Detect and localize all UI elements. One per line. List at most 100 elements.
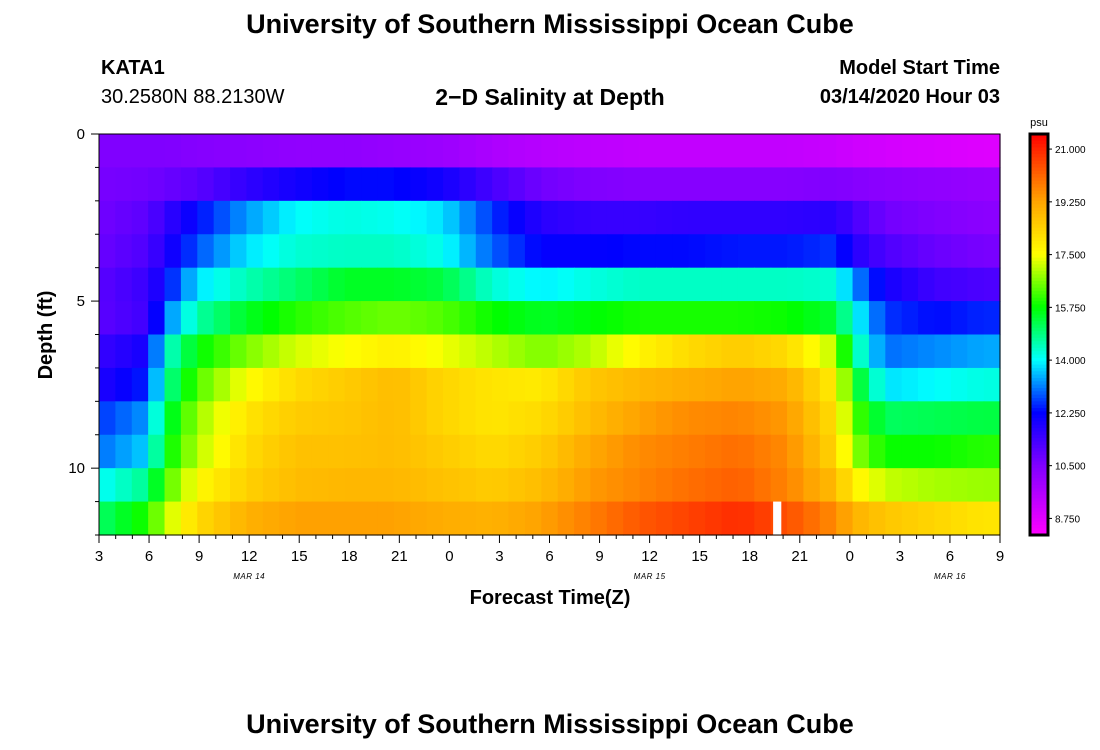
heatmap-cell [197,167,215,202]
heatmap-cell [803,501,821,536]
heatmap-cell [148,367,166,402]
heatmap-cell [131,468,149,503]
colorbar-band [1030,147,1048,152]
heatmap-cell [655,134,673,169]
colorbar-band [1030,408,1048,412]
heatmap-cell [721,334,739,369]
heatmap-cell [246,367,264,402]
heatmap-cell [852,200,870,235]
heatmap-cell [230,134,248,169]
heatmap-cell [623,367,641,402]
heatmap-cell [492,167,510,202]
heatmap-cell [737,501,755,536]
heatmap-cell [344,334,362,369]
heatmap-cell [459,468,477,503]
heatmap-cell [705,301,723,336]
heatmap-cell [868,367,886,402]
heatmap-cell [639,234,657,269]
heatmap-cell [164,401,182,436]
heatmap-cell [295,301,313,336]
heatmap-cell [836,468,854,503]
heatmap-cell [852,468,870,503]
heatmap-cell [574,301,592,336]
heatmap-cell [410,501,428,536]
heatmap-cell [672,434,690,469]
x-tick-label: 3 [896,548,904,565]
heatmap-cell [262,134,280,169]
heatmap-cell [885,301,903,336]
heatmap-cell [164,267,182,302]
heatmap-cell [901,401,919,436]
heatmap-cell [508,501,526,536]
heatmap-cell [950,367,968,402]
heatmap-cell [508,367,526,402]
heatmap-cell [639,367,657,402]
heatmap-cell [918,401,936,436]
heatmap-cell [885,234,903,269]
heatmap-cell [639,301,657,336]
heatmap-cell [426,401,444,436]
heatmap-cell [230,334,248,369]
heatmap-cell [459,200,477,235]
heatmap-cell [115,267,133,302]
heatmap-cell [721,401,739,436]
heatmap-cell [246,334,264,369]
heatmap-cell [459,334,477,369]
date-label: MAR 14 [233,572,265,581]
colorbar-band [1030,287,1048,292]
colorbar-band [1030,428,1048,433]
heatmap-cell [99,167,116,202]
colorbar-band [1030,200,1048,205]
colorbar-band [1030,371,1048,376]
colorbar-band [1030,284,1048,289]
heatmap-cell [901,334,919,369]
heatmap-cell [754,234,772,269]
heatmap-cell [115,367,133,402]
heatmap-cell [311,401,329,436]
heatmap-cell [606,434,624,469]
colorbar-band [1030,194,1048,199]
heatmap-cell [410,200,428,235]
x-tick-label: 21 [791,548,808,565]
colorbar-band [1030,344,1048,349]
heatmap-cell [918,167,936,202]
heatmap-cell [803,234,821,269]
heatmap-cell [213,301,231,336]
heatmap-cell [754,200,772,235]
heatmap-cell [148,301,166,336]
heatmap-cell [672,167,690,202]
heatmap-cell [901,267,919,302]
heatmap-cell [377,234,395,269]
heatmap-cell [705,468,723,503]
heatmap-cell [655,234,673,269]
heatmap-cell [950,501,968,536]
heatmap-cell [262,434,280,469]
heatmap-cell [230,401,248,436]
heatmap-cell [508,167,526,202]
heatmap-cell [197,134,215,169]
colorbar-band [1030,257,1048,262]
station-id: KATA1 [101,57,165,79]
heatmap-cell [164,200,182,235]
heatmap-cell [426,134,444,169]
heatmap-cell [524,234,542,269]
heatmap-cell [787,468,805,503]
heatmap-cell [852,267,870,302]
model-start-label: Model Start Time [839,57,1000,79]
heatmap-cell [361,200,379,235]
heatmap-cell [524,134,542,169]
colorbar-band [1030,180,1048,185]
heatmap-cell [426,301,444,336]
x-tick-label: 6 [545,548,553,565]
colorbar-band [1030,150,1048,155]
heatmap-cell [492,367,510,402]
heatmap-cell [524,200,542,235]
colorbar-tick-label: 19.250 [1055,198,1086,209]
colorbar-unit-label: psu [1030,117,1048,129]
heatmap-cell [115,234,133,269]
x-axis-label: Forecast Time(Z) [470,587,631,609]
heatmap-cell [344,267,362,302]
heatmap-cell [606,334,624,369]
heatmap-cell [705,167,723,202]
heatmap-cell [410,334,428,369]
